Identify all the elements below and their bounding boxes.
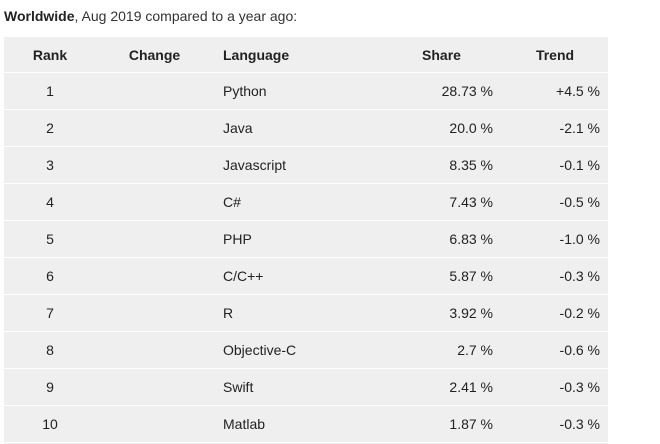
table-row: 5 PHP 6.83 % -1.0 % <box>4 221 608 258</box>
table-row: 8 Objective-C 2.7 % -0.6 % <box>4 332 608 369</box>
rank-cell: 2 <box>46 120 54 136</box>
change-cell <box>112 147 197 183</box>
trend-cell: -0.3 % <box>559 268 600 284</box>
share-cell: 8.35 % <box>449 157 493 173</box>
language-cell: C/C++ <box>223 268 264 284</box>
trend-cell: -0.6 % <box>559 342 600 358</box>
ranking-table: Rank Change Language Share Trend 1 Python… <box>4 37 608 444</box>
language-cell: Java <box>223 120 253 136</box>
rank-cell: 4 <box>46 194 54 210</box>
language-cell: Python <box>223 83 267 99</box>
table-row: 4 C# 7.43 % -0.5 % <box>4 184 608 221</box>
header-share: Share <box>422 46 461 63</box>
table-caption: Worldwide, Aug 2019 compared to a year a… <box>4 5 297 27</box>
change-cell <box>112 295 197 331</box>
table-row: 3 Javascript 8.35 % -0.1 % <box>4 147 608 184</box>
share-cell: 3.92 % <box>449 305 493 321</box>
trend-cell: -2.1 % <box>559 120 600 136</box>
share-cell: 7.43 % <box>449 194 493 210</box>
share-cell: 28.73 % <box>441 83 493 99</box>
change-cell <box>112 406 197 442</box>
change-cell <box>112 221 197 257</box>
share-cell: 6.83 % <box>449 231 493 247</box>
table-row: 9 Swift 2.41 % -0.3 % <box>4 369 608 406</box>
table-row: 7 R 3.92 % -0.2 % <box>4 295 608 332</box>
trend-cell: +4.5 % <box>556 83 600 99</box>
rank-cell: 10 <box>42 416 58 432</box>
change-cell <box>112 258 197 294</box>
share-cell: 2.7 % <box>457 342 493 358</box>
language-cell: PHP <box>223 231 252 247</box>
table-row: 1 Python 28.73 % +4.5 % <box>4 73 608 110</box>
trend-cell: -0.5 % <box>559 194 600 210</box>
rank-cell: 8 <box>46 342 54 358</box>
language-cell: C# <box>223 194 241 210</box>
share-cell: 5.87 % <box>449 268 493 284</box>
trend-cell: -0.3 % <box>559 416 600 432</box>
table-row: 2 Java 20.0 % -2.1 % <box>4 110 608 147</box>
share-cell: 1.87 % <box>449 416 493 432</box>
rank-cell: 1 <box>46 83 54 99</box>
share-cell: 2.41 % <box>449 379 493 395</box>
table-body: 1 Python 28.73 % +4.5 % 2 Java 20.0 % -2.1 % 3 Ja… <box>4 73 608 443</box>
language-cell: Matlab <box>223 416 266 432</box>
language-cell: Objective-C <box>223 342 297 358</box>
rank-cell: 3 <box>46 157 54 173</box>
share-cell: 20.0 % <box>449 120 493 136</box>
table-row: 6 C/C++ 5.87 % -0.3 % <box>4 258 608 295</box>
header-change: Change <box>128 46 181 63</box>
rank-cell: 9 <box>46 379 54 395</box>
rank-cell: 7 <box>46 305 54 321</box>
change-cell <box>112 110 197 146</box>
caption-region: Worldwide <box>4 8 75 24</box>
change-cell <box>112 73 197 109</box>
header-language: Language <box>223 46 290 63</box>
language-cell: Javascript <box>223 157 287 173</box>
trend-cell: -0.2 % <box>559 305 600 321</box>
trend-cell: -0.3 % <box>559 379 600 395</box>
header-trend: Trend <box>535 46 575 63</box>
trend-cell: -0.1 % <box>559 157 600 173</box>
table-header-row: Rank Change Language Share Trend <box>4 37 608 73</box>
language-cell: Swift <box>223 379 254 395</box>
header-rank: Rank <box>32 46 68 63</box>
rank-cell: 6 <box>46 268 54 284</box>
change-cell <box>112 369 197 405</box>
caption-text: , Aug 2019 compared to a year ago: <box>74 8 298 24</box>
change-cell <box>112 184 197 220</box>
table-row: 10 Matlab 1.87 % -0.3 % <box>4 406 608 443</box>
trend-cell: -1.0 % <box>559 231 600 247</box>
change-cell <box>112 332 197 368</box>
rank-cell: 5 <box>46 231 54 247</box>
language-cell: R <box>223 305 234 321</box>
